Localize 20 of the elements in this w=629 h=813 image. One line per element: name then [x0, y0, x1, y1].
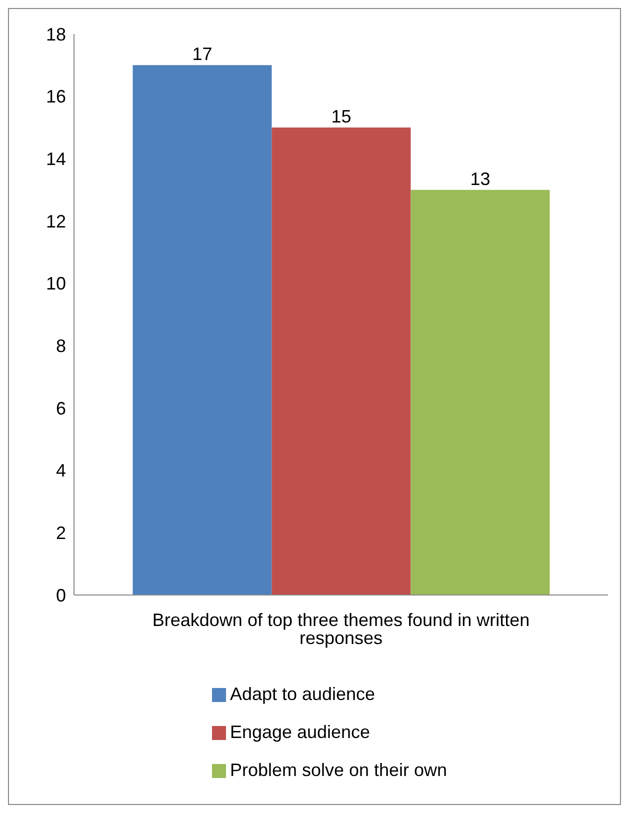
y-tick-label: 8	[56, 336, 66, 356]
x-tick-label: Breakdown of top three themes found in written responses	[152, 610, 530, 648]
y-tick-label: 14	[46, 149, 66, 170]
y-tick-label: 6	[56, 398, 66, 418]
y-tick-label: 18	[46, 24, 66, 44]
legend-label: Problem solve on their own	[230, 760, 448, 780]
data-label: 15	[331, 106, 352, 126]
y-tick-label: 0	[56, 585, 66, 606]
data-label: 13	[470, 168, 490, 189]
bar	[272, 128, 411, 595]
bar	[132, 65, 272, 595]
y-tick-label: 4	[56, 460, 66, 481]
y-tick-label: 2	[56, 523, 66, 544]
data-label: 17	[192, 44, 212, 64]
y-tick-label: 10	[46, 274, 66, 294]
bar	[410, 190, 550, 595]
legend-label: Adapt to audience	[230, 684, 376, 704]
legend-label: Engage audience	[230, 722, 370, 742]
y-tick-label: 16	[46, 86, 66, 107]
y-tick-label: 12	[46, 211, 66, 232]
